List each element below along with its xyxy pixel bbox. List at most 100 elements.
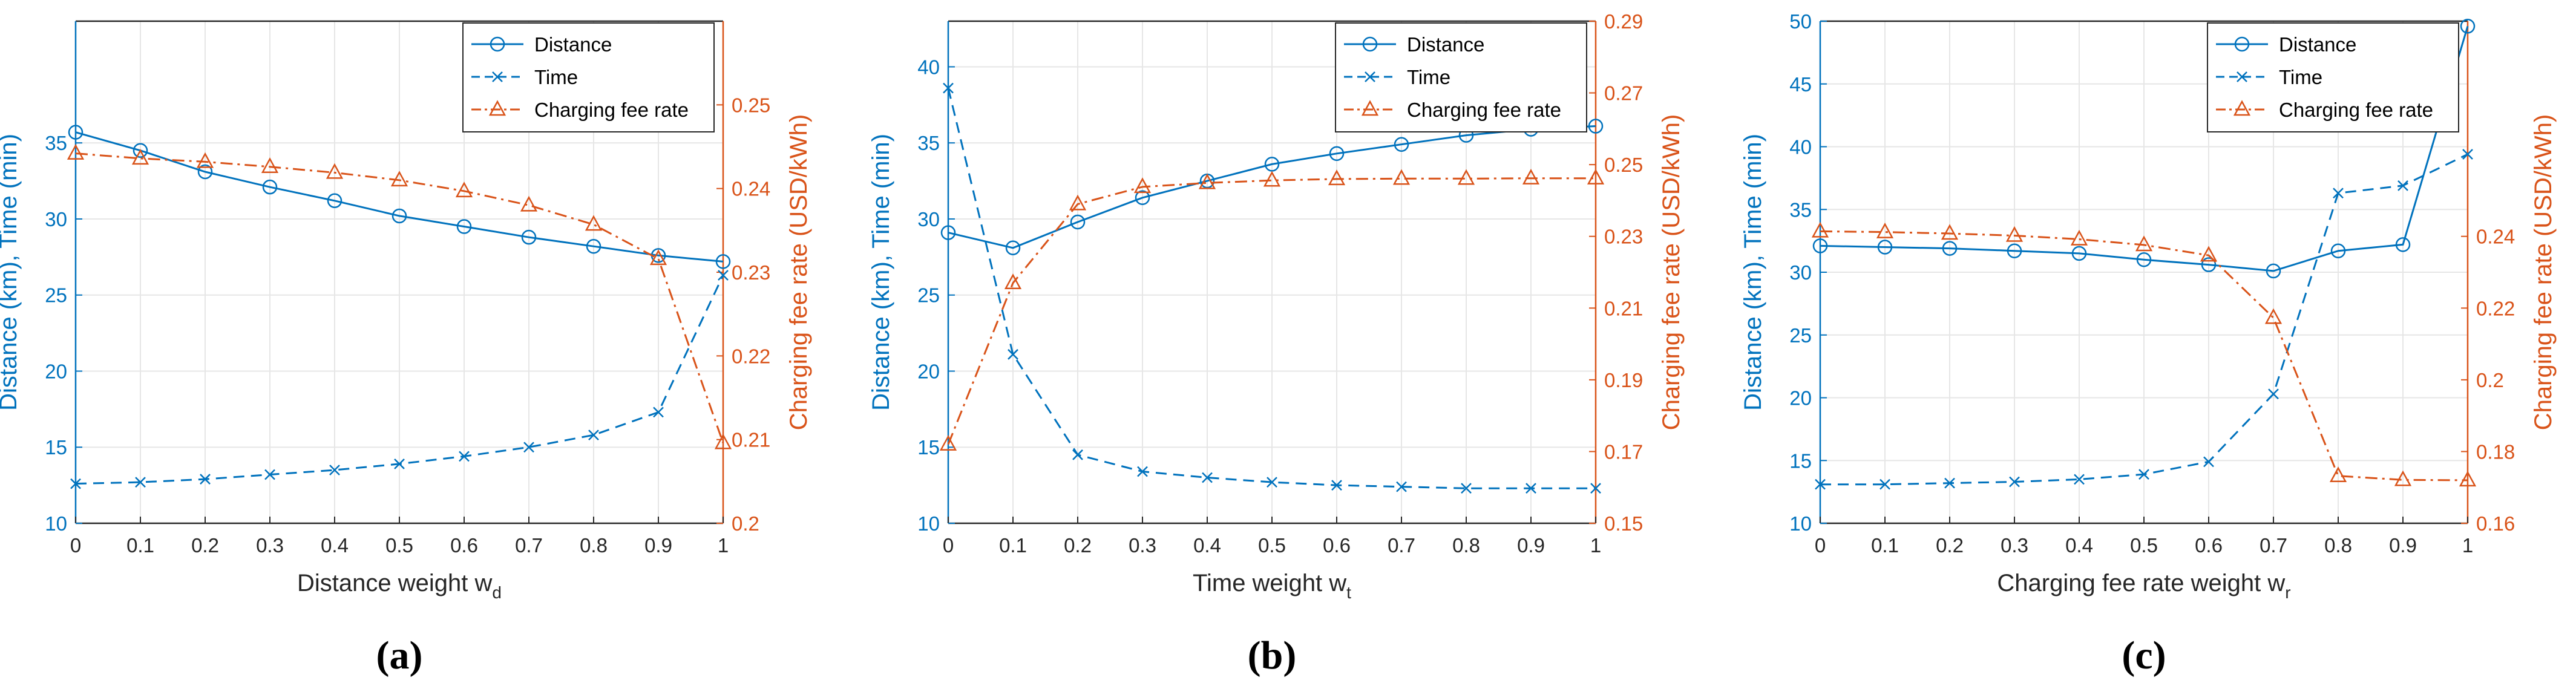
data-point-x <box>2268 388 2279 400</box>
legend-label: Time <box>534 66 578 88</box>
right-y-tick-label: 0.24 <box>732 178 770 200</box>
left-y-axis-title: Distance (km), Time (min) <box>1740 134 1766 411</box>
right-y-tick-label: 0.25 <box>1604 154 1643 176</box>
data-point-triangle <box>1328 169 1346 186</box>
data-point-x <box>1590 483 1601 494</box>
left-y-tick-label: 25 <box>45 284 67 307</box>
right-y-tick-label: 0.2 <box>2476 369 2504 391</box>
data-point-x <box>653 407 664 418</box>
x-tick-label: 0 <box>943 534 954 557</box>
x-tick-label: 0.8 <box>2324 534 2352 557</box>
data-point-triangle <box>2005 226 2024 242</box>
data-point-x <box>135 477 146 488</box>
data-point-x <box>1267 477 1277 488</box>
left-y-tick-label: 30 <box>45 208 67 230</box>
left-y-tick-label: 10 <box>1789 512 1812 535</box>
x-axis-title: Distance weight wd <box>297 570 502 602</box>
right-y-tick-label: 0.25 <box>732 94 770 116</box>
data-point-circle <box>1329 146 1345 162</box>
right-y-tick-label: 0.22 <box>732 345 770 367</box>
legend-label: Distance <box>1407 33 1484 56</box>
data-point-x <box>329 465 340 475</box>
data-point-circle <box>392 208 407 224</box>
data-point-circle <box>133 143 148 158</box>
x-axis-title: Charging fee rate weight wr <box>1997 570 2290 602</box>
data-point-triangle <box>261 157 279 173</box>
legend: Distance Time Charging fee rate <box>1335 22 1587 132</box>
x-tick-label: 0.1 <box>126 534 154 557</box>
legend: Distance Time Charging fee rate <box>462 22 715 132</box>
x-tick-label: 0.1 <box>1871 534 1899 557</box>
data-point-triangle <box>2233 100 2251 116</box>
x-tick-label: 0.9 <box>644 534 672 557</box>
chart-panel-3: 0 0.1 0.2 0.3 0.4 0.5 0.6 0.7 0.8 0.9 1 10 15 20 25 30 3… <box>1740 10 2557 678</box>
data-point-circle <box>1070 214 1086 230</box>
x-tick-label: 0.6 <box>2195 534 2223 557</box>
data-point-x <box>2009 476 2020 488</box>
left-y-axis-title: Distance (km), Time (min) <box>0 134 22 411</box>
series-line <box>948 125 1596 249</box>
left-y-tick-label: 15 <box>45 436 67 459</box>
right-y-tick-label: 0.27 <box>1604 82 1643 105</box>
data-point-triangle <box>1263 171 1281 187</box>
left-y-tick-label: 25 <box>917 284 940 307</box>
data-point-circle <box>490 36 505 52</box>
left-y-tick-label: 45 <box>1789 73 1812 96</box>
right-y-tick-label: 0.16 <box>2476 512 2515 535</box>
data-point-circle <box>327 193 342 209</box>
data-point-x <box>1202 472 1213 483</box>
data-point-circle <box>940 225 956 240</box>
x-tick-label: 0.7 <box>1388 534 1415 557</box>
data-point-x <box>2397 180 2408 191</box>
legend-label: Charging fee rate <box>534 99 689 121</box>
right-y-tick-label: 0.17 <box>1604 440 1643 463</box>
data-point-circle <box>262 179 278 195</box>
data-point-triangle <box>390 171 408 187</box>
x-tick-label: 0 <box>70 534 81 557</box>
left-y-tick-label: 40 <box>1789 136 1812 158</box>
data-point-circle <box>197 164 213 180</box>
legend: Distance Time Charging fee rate <box>2207 22 2459 132</box>
data-point-x <box>588 430 599 441</box>
right-y-tick-label: 0.2 <box>732 512 759 535</box>
data-point-x <box>1331 480 1342 491</box>
data-point-circle <box>1362 36 1378 52</box>
data-point-triangle <box>2200 246 2218 262</box>
legend-label: Time <box>1407 66 1450 88</box>
left-y-tick-label: 15 <box>1789 449 1812 472</box>
data-point-x <box>2203 456 2214 468</box>
legend-item-time: Time <box>471 66 578 88</box>
data-point-triangle <box>2459 471 2477 487</box>
x-tick-label: 0.8 <box>580 534 608 557</box>
data-point-triangle <box>1004 273 1022 290</box>
legend-item-distance: Distance <box>471 33 612 56</box>
data-point-circle <box>2234 36 2250 52</box>
right-y-tick-label: 0.23 <box>732 261 770 284</box>
right-y-tick-label: 0.24 <box>2476 226 2515 248</box>
data-point-triangle <box>1069 194 1087 211</box>
data-point-x <box>1815 479 1826 490</box>
data-point-triangle <box>1457 169 1475 185</box>
x-axis-title-text: Distance weight w <box>297 570 492 596</box>
data-point-circle <box>1264 157 1280 172</box>
data-point-triangle <box>1811 221 1829 238</box>
data-point-x <box>2074 474 2085 485</box>
series-charging-fee-rate <box>939 169 1605 451</box>
x-tick-label: 0.4 <box>2065 534 2093 557</box>
series-charging-fee-rate <box>1811 221 2477 487</box>
left-y-tick-label: 50 <box>1789 10 1812 33</box>
data-point-x <box>1008 348 1018 360</box>
data-point-triangle <box>1522 169 1540 185</box>
data-point-triangle <box>1941 224 1959 240</box>
x-axis-title-text: Time weight w <box>1193 570 1346 596</box>
data-point-circle <box>2330 243 2346 258</box>
legend-item-distance: Distance <box>2216 33 2356 56</box>
data-point-triangle <box>1133 177 1152 194</box>
x-tick-label: 0.4 <box>321 534 349 557</box>
data-point-circle <box>68 125 84 140</box>
data-point-x <box>1072 449 1083 460</box>
left-y-tick-label: 10 <box>917 512 940 535</box>
series-line <box>75 152 724 443</box>
data-point-triangle <box>2070 229 2088 246</box>
